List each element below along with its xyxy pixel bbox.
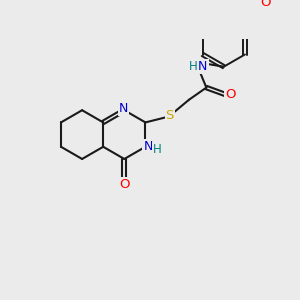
Text: O: O: [260, 0, 271, 9]
Text: N: N: [119, 102, 128, 115]
Text: H: H: [189, 60, 198, 73]
Text: S: S: [166, 109, 174, 122]
Text: H: H: [153, 143, 162, 156]
Text: O: O: [119, 178, 130, 191]
Text: N: N: [143, 140, 153, 153]
Text: O: O: [226, 88, 236, 101]
Text: N: N: [198, 60, 208, 73]
